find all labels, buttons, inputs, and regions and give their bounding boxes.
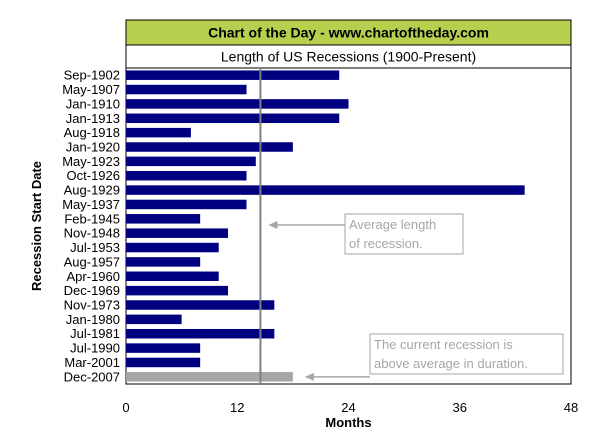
category-label-apr-1960: Apr-1960: [67, 269, 120, 284]
category-label-nov-1948: Nov-1948: [64, 226, 120, 241]
current-note-box: [369, 333, 564, 375]
average-note-line-1: Average length: [349, 217, 436, 232]
banner-background: [125, 19, 572, 46]
current-arrow-head: [304, 372, 314, 381]
current-note-line-2: above average in duration.: [374, 356, 528, 371]
category-label-dec-1969: Dec-1969: [64, 283, 120, 298]
bar-jul-1990: [126, 343, 201, 353]
bar-jul-1981: [126, 328, 275, 339]
x-axis-title: Months: [325, 415, 371, 430]
bar-jan-1913: [126, 113, 340, 124]
category-label-jan-1980: Jan-1980: [66, 312, 120, 327]
category-label-jan-1920: Jan-1920: [66, 140, 120, 155]
bars-layer: [126, 70, 525, 382]
x-tick-label-24: 24: [341, 400, 355, 415]
bar-apr-1960: [126, 271, 219, 282]
bar-jan-1910: [126, 99, 349, 109]
bar-nov-1973: [126, 300, 275, 310]
bar-jan-1980: [126, 314, 182, 325]
y-axis-title: Recession Start Date: [29, 161, 44, 291]
bar-may-1907: [126, 84, 247, 95]
category-label-aug-1929: Aug-1929: [64, 183, 120, 198]
bar-feb-1945: [126, 214, 201, 224]
average-annotation: Average length of recession.: [268, 213, 464, 255]
category-label-aug-1957: Aug-1957: [64, 254, 120, 269]
category-label-mar-2001: Mar-2001: [64, 355, 120, 370]
bar-aug-1918: [126, 127, 191, 138]
category-label-sep-1902: Sep-1902: [64, 68, 120, 83]
category-label-may-1923: May-1923: [62, 154, 120, 169]
bar-nov-1948: [126, 228, 228, 238]
bar-may-1937: [126, 199, 247, 210]
bar-sep-1902: [126, 70, 340, 80]
average-note-line-2: of recession.: [349, 236, 423, 251]
current-annotation: The current recession is above average i…: [304, 333, 564, 381]
bar-may-1923: [126, 156, 256, 167]
bar-aug-1957: [126, 257, 201, 267]
category-label-dec-2007: Dec-2007: [64, 369, 120, 384]
bar-dec-1969: [126, 285, 228, 296]
category-label-may-1937: May-1937: [62, 197, 120, 212]
chart-subtitle: Length of US Recessions (1900-Present): [221, 49, 476, 65]
bar-dec-2007: [126, 372, 293, 382]
average-arrow-head: [268, 221, 278, 229]
category-labels: Sep-1902May-1907Jan-1910Jan-1913Aug-1918…: [62, 68, 120, 385]
bar-jul-1953: [126, 242, 219, 253]
category-label-jan-1910: Jan-1910: [66, 96, 120, 111]
category-label-aug-1918: Aug-1918: [64, 125, 120, 140]
category-label-jul-1953: Jul-1953: [70, 240, 120, 255]
x-tick-label-0: 0: [122, 400, 129, 415]
category-label-may-1907: May-1907: [62, 82, 120, 97]
category-label-jul-1990: Jul-1990: [70, 341, 120, 356]
x-tick-label-36: 36: [453, 400, 467, 415]
category-label-oct-1926: Oct-1926: [67, 168, 120, 183]
bar-oct-1926: [126, 170, 247, 181]
category-label-jul-1981: Jul-1981: [70, 326, 120, 341]
bar-mar-2001: [126, 357, 201, 368]
x-tick-label-48: 48: [564, 400, 578, 415]
category-label-feb-1945: Feb-1945: [64, 211, 120, 226]
category-label-jan-1913: Jan-1913: [66, 111, 120, 126]
average-note-box: [344, 213, 464, 255]
current-note-line-1: The current recession is: [374, 337, 513, 352]
x-axis-ticks: 0 12 24 36 48: [122, 400, 578, 415]
x-tick-label-12: 12: [230, 400, 244, 415]
bar-jan-1920: [126, 142, 293, 152]
plot-frame: [125, 67, 572, 385]
banner-title: Chart of the Day - www.chartoftheday.com: [208, 25, 489, 41]
category-label-nov-1973: Nov-1973: [64, 298, 120, 313]
bar-aug-1929: [126, 185, 525, 195]
